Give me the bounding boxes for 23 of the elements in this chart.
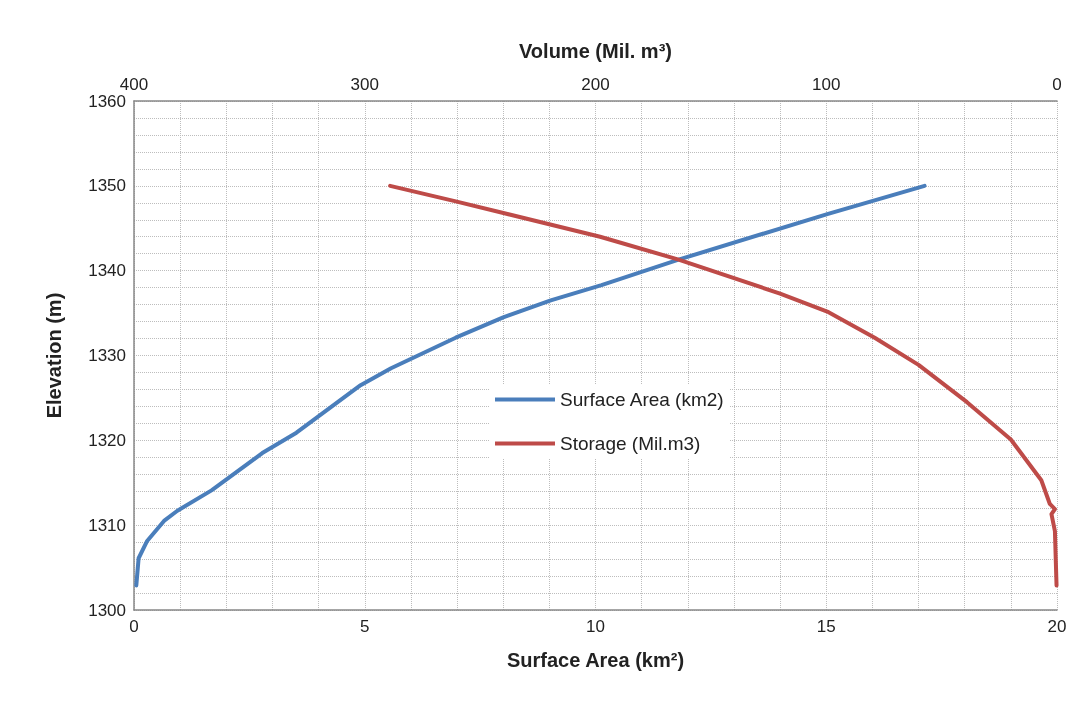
y-tick-label: 1360 (88, 91, 126, 111)
x2-tick-label: 100 (812, 75, 841, 94)
y-tick-label: 1300 (88, 600, 126, 620)
x-tick-label: 15 (816, 617, 836, 636)
x-tick-label: 0 (129, 617, 139, 636)
legend-label: Storage (Mil.m3) (560, 433, 701, 454)
x-tick-label: 20 (1047, 617, 1067, 636)
y-tick-label: 1330 (88, 346, 126, 365)
x-tick-label: 10 (586, 617, 605, 636)
x2-axis-title: Volume (Mil. m³) (519, 40, 672, 62)
y-tick-label: 1350 (88, 176, 126, 196)
x2-tick-label: 200 (581, 75, 610, 94)
legend-label: Surface Area (km2) (560, 389, 724, 410)
x2-tick-label: 300 (350, 75, 379, 94)
x-tick-label: 5 (360, 617, 370, 636)
y-tick-label: 1320 (88, 430, 126, 450)
x2-tick-label: 400 (119, 75, 149, 94)
x2-tick-label: 0 (1052, 75, 1062, 94)
line-series (134, 183, 927, 588)
y-tick-label: 1310 (88, 515, 126, 535)
y-axis-title: Elevation (m) (43, 292, 65, 419)
y-tick-label: 1340 (88, 261, 126, 281)
x-axis-title: Surface Area (km²) (506, 649, 685, 671)
